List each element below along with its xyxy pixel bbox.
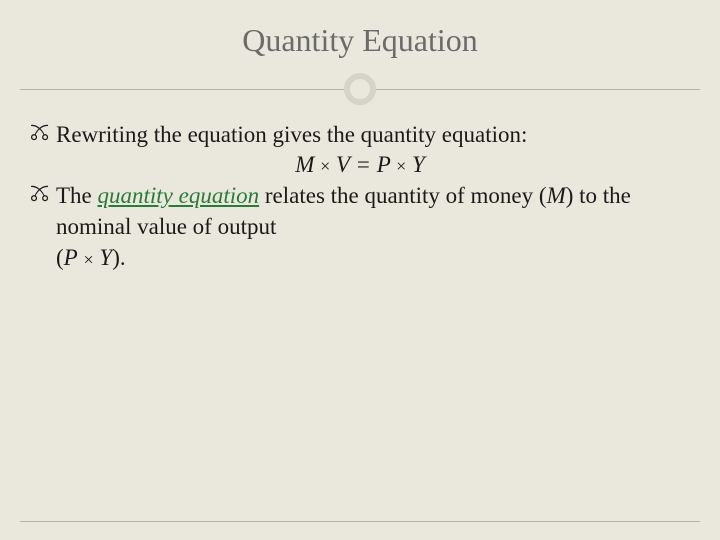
eq-V: V bbox=[336, 152, 350, 177]
eq-equals: = bbox=[355, 152, 376, 177]
mult-icon-2: × bbox=[396, 156, 406, 176]
eq-M: M bbox=[295, 152, 314, 177]
content-area: 🜼 Rewriting the equation gives the quant… bbox=[0, 109, 720, 273]
b2-Y: Y bbox=[99, 245, 112, 270]
bullet-mark-icon-2: 🜼 bbox=[30, 182, 49, 209]
mult-icon-3: × bbox=[83, 250, 93, 270]
equation: M × V = P × Y bbox=[30, 152, 690, 178]
b2-mid: relates the quantity of money ( bbox=[259, 183, 546, 208]
divider bbox=[0, 69, 720, 109]
b2-M: M bbox=[547, 183, 566, 208]
b2-P: P bbox=[64, 245, 78, 270]
bullet-1-text: Rewriting the equation gives the quantit… bbox=[56, 122, 527, 147]
b2-term: quantity equation bbox=[98, 183, 260, 208]
bullet-1: 🜼 Rewriting the equation gives the quant… bbox=[30, 119, 690, 150]
slide: Quantity Equation 🜼 Rewriting the equati… bbox=[0, 0, 720, 540]
divider-circle-icon bbox=[344, 73, 376, 105]
slide-title: Quantity Equation bbox=[0, 22, 720, 59]
mult-icon: × bbox=[320, 156, 330, 176]
title-area: Quantity Equation bbox=[0, 0, 720, 59]
b2-rparen: ). bbox=[112, 245, 125, 270]
b2-lparen: ( bbox=[56, 245, 64, 270]
bottom-border-line bbox=[20, 521, 700, 522]
bullet-mark-icon: 🜼 bbox=[30, 121, 49, 148]
eq-Y: Y bbox=[412, 152, 425, 177]
b2-pre: The bbox=[56, 183, 98, 208]
bullet-2: 🜼 The quantity equation relates the quan… bbox=[30, 180, 690, 273]
eq-P: P bbox=[377, 152, 391, 177]
